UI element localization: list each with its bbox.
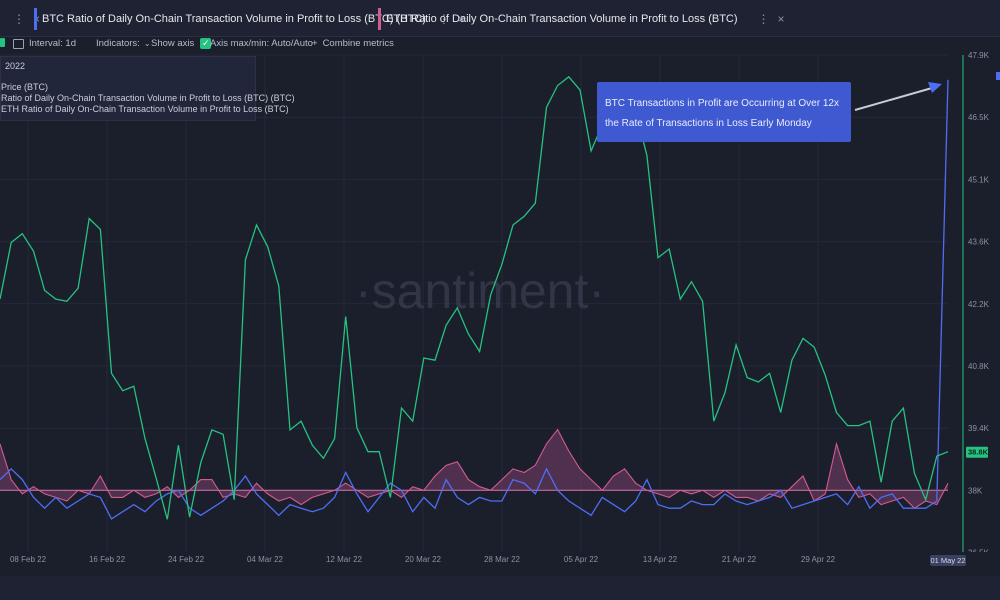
eth-ratio-series bbox=[0, 428, 949, 509]
y-tick-label: 42.2K bbox=[968, 300, 990, 309]
tab-options-icon[interactable]: ⋮ bbox=[437, 12, 450, 26]
chart-legend: 2022 Price (BTC) Ratio of Daily On-Chain… bbox=[0, 56, 295, 121]
combine-metrics-button[interactable]: + Combine metrics bbox=[312, 38, 394, 49]
y-tick-label: 46.5K bbox=[968, 113, 990, 122]
tab-btc-ratio-label: BTC Ratio of Daily On-Chain Transaction … bbox=[42, 13, 426, 25]
x-tick-label: 24 Feb 22 bbox=[168, 555, 205, 564]
current-price-label: 38.8K bbox=[968, 448, 989, 457]
color-swatch[interactable] bbox=[0, 38, 5, 47]
x-tick-label: 28 Mar 22 bbox=[484, 555, 521, 564]
ratio-axis-marker bbox=[996, 72, 1000, 80]
show-axis-label: Show axis bbox=[151, 38, 195, 49]
tab-eth-ratio[interactable]: ETH Ratio of Daily On-Chain Transaction … bbox=[378, 6, 785, 32]
eth-ratio-area bbox=[0, 429, 948, 509]
y-tick-label: 47.9K bbox=[968, 51, 990, 60]
indicators-label: Indicators: bbox=[96, 38, 140, 49]
legend-item-eth-ratio: ETH Ratio of Daily On-Chain Transaction … bbox=[1, 104, 289, 114]
tab-close-icon[interactable]: × bbox=[777, 12, 785, 26]
y-tick-label: 39.4K bbox=[968, 424, 990, 433]
x-tick-label: 13 Apr 22 bbox=[643, 555, 678, 564]
axis-minmax-dropdown[interactable]: Axis max/min: Auto/Auto bbox=[210, 38, 313, 49]
legend-date: 2022 bbox=[5, 61, 26, 71]
x-hover-badge bbox=[930, 555, 966, 566]
y-tick-label: 40.8K bbox=[968, 362, 990, 371]
navigator-strip bbox=[0, 576, 1000, 600]
y-tick-label: 45.1K bbox=[968, 175, 990, 184]
chevron-down-icon: ⌄ bbox=[143, 39, 151, 48]
indicators-dropdown[interactable]: Indicators: ⌄ bbox=[96, 38, 151, 49]
x-hover-label: 01 May 22 bbox=[930, 556, 965, 565]
tab-bar: ⋮ × BTC Ratio of Daily On-Chain Transact… bbox=[0, 0, 1000, 37]
combine-metrics-label: Combine metrics bbox=[322, 38, 394, 49]
current-price-badge bbox=[966, 446, 988, 458]
show-axis-toggle[interactable]: Show axis ✓ bbox=[151, 38, 212, 49]
arrow-head bbox=[928, 82, 942, 93]
arrow-shaft bbox=[854, 87, 933, 111]
callout-line-1: BTC Transactions in Profit are Occurring… bbox=[605, 98, 839, 109]
annotation-callout: BTC Transactions in Profit are Occurring… bbox=[597, 82, 851, 142]
x-tick-label: 16 Feb 22 bbox=[89, 555, 126, 564]
x-axis: 08 Feb 22 16 Feb 22 24 Feb 22 04 Mar 22 12 M… bbox=[0, 552, 1000, 600]
interval-dropdown[interactable]: Interval: 1d bbox=[13, 38, 76, 49]
legend-item-price: Price (BTC) bbox=[1, 82, 48, 92]
btc-ratio-line bbox=[0, 79, 949, 520]
plus-icon: + bbox=[312, 38, 318, 49]
x-tick-label: 04 Mar 22 bbox=[247, 555, 284, 564]
tab-eth-ratio-color bbox=[378, 8, 381, 30]
x-tick-label: 08 Feb 22 bbox=[10, 555, 47, 564]
tab-options-icon[interactable]: ⋮ bbox=[757, 12, 770, 26]
callout-arrow bbox=[854, 82, 942, 111]
y-tick-label: 43.6K bbox=[968, 238, 990, 247]
axis-minmax-label: Axis max/min: Auto/Auto bbox=[210, 38, 313, 49]
y-axis: 47.9K46.5K45.1K43.6K42.2K40.8K39.4K38K36… bbox=[962, 51, 1000, 558]
x-tick-label: 21 Apr 22 bbox=[722, 555, 757, 564]
tab-options-icon[interactable]: ⋮ bbox=[13, 12, 25, 26]
btc-ratio-series bbox=[0, 79, 949, 520]
x-tick-label: 12 Mar 22 bbox=[326, 555, 363, 564]
chart-toolbar: Interval: 1d Indicators: ⌄ Show axis ✓ A… bbox=[0, 36, 1000, 54]
x-tick-label: 20 Mar 22 bbox=[405, 555, 442, 564]
tab-btc-ratio-color bbox=[34, 8, 37, 30]
tab-eth-ratio-label: ETH Ratio of Daily On-Chain Transaction … bbox=[386, 13, 738, 25]
eth-ratio-line bbox=[0, 428, 949, 509]
tab-btc-ratio[interactable]: BTC Ratio of Daily On-Chain Transaction … bbox=[34, 6, 465, 32]
y-tick-label: 38K bbox=[968, 486, 983, 495]
calendar-icon bbox=[13, 38, 24, 49]
callout-line-2: the Rate of Transactions in Loss Early M… bbox=[605, 118, 812, 129]
x-tick-label: 29 Apr 22 bbox=[801, 555, 836, 564]
legend-item-btc-ratio: Ratio of Daily On-Chain Transaction Volu… bbox=[1, 93, 295, 103]
watermark: ·santiment· bbox=[355, 263, 605, 319]
price-line bbox=[0, 75, 949, 520]
tab-close-icon[interactable]: × bbox=[457, 12, 465, 26]
interval-label: Interval: 1d bbox=[29, 38, 76, 49]
price-series bbox=[0, 75, 949, 520]
checkbox-checked-icon[interactable]: ✓ bbox=[200, 38, 212, 49]
x-tick-label: 05 Apr 22 bbox=[564, 555, 599, 564]
eth-ratio-fill bbox=[0, 429, 948, 509]
